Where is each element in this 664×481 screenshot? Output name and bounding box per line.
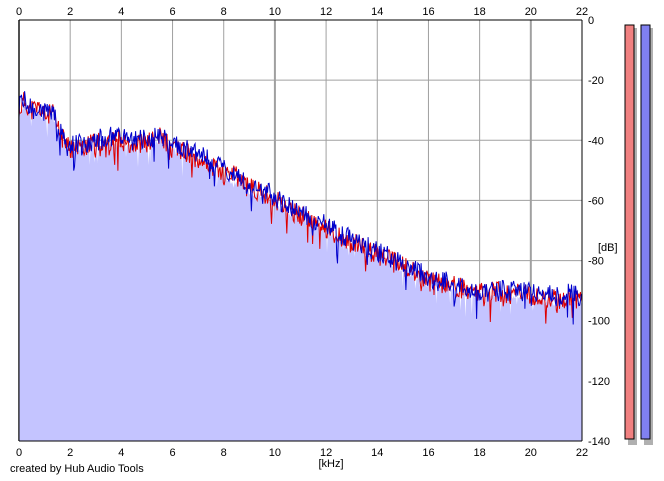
level-meters xyxy=(624,24,653,445)
x-top-tick-label: 22 xyxy=(576,6,588,18)
y-tick-label: -60 xyxy=(588,195,604,207)
x-tick-label: 18 xyxy=(474,447,486,459)
level-meter-bar xyxy=(624,24,635,440)
x-tick-label: 22 xyxy=(576,447,588,459)
x-top-tick-label: 8 xyxy=(221,6,227,18)
y-tick-label: -20 xyxy=(588,75,604,87)
x-tick-label: 8 xyxy=(221,447,227,459)
y-tick-label: -100 xyxy=(588,316,610,328)
x-top-tick-label: 4 xyxy=(118,6,124,18)
y-tick-label: -80 xyxy=(588,256,604,268)
x-top-tick-label: 14 xyxy=(371,6,383,18)
x-tick-label: 2 xyxy=(67,447,73,459)
x-top-tick-label: 6 xyxy=(169,6,175,18)
y-tick-label: -140 xyxy=(588,436,610,448)
spectrum-fill-area xyxy=(19,106,582,441)
x-tick-label: 0 xyxy=(16,447,22,459)
y-tick-label: -40 xyxy=(588,135,604,147)
y-tick-label: -120 xyxy=(588,376,610,388)
x-tick-label: 14 xyxy=(371,447,383,459)
x-top-tick-label: 0 xyxy=(16,6,22,18)
y-axis-label: [dB] xyxy=(598,242,618,254)
x-top-tick-label: 16 xyxy=(422,6,434,18)
series-line xyxy=(18,91,583,325)
x-top-tick-label: 10 xyxy=(269,6,281,18)
x-axis-label: [kHz] xyxy=(318,458,343,470)
credit-text: created by Hub Audio Tools xyxy=(10,463,144,475)
x-tick-label: 6 xyxy=(169,447,175,459)
x-top-tick-label: 12 xyxy=(320,6,332,18)
x-tick-label: 4 xyxy=(118,447,124,459)
x-tick-label: 16 xyxy=(422,447,434,459)
y-tick-label: 0 xyxy=(588,15,594,27)
series-layer xyxy=(18,91,583,325)
x-tick-label: 12 xyxy=(320,447,332,459)
axes: 0 2 4 6 8 10 12 14 16 18 20 220 2 4 6 8 10 12 14 16 18 20 220-… xyxy=(16,6,610,459)
x-tick-label: 10 xyxy=(269,447,281,459)
x-top-tick-label: 20 xyxy=(525,6,537,18)
x-top-tick-label: 18 xyxy=(474,6,486,18)
x-tick-label: 20 xyxy=(525,447,537,459)
spectrum-fill xyxy=(19,106,582,441)
x-top-tick-label: 2 xyxy=(67,6,73,18)
level-meter-bar xyxy=(640,24,651,440)
